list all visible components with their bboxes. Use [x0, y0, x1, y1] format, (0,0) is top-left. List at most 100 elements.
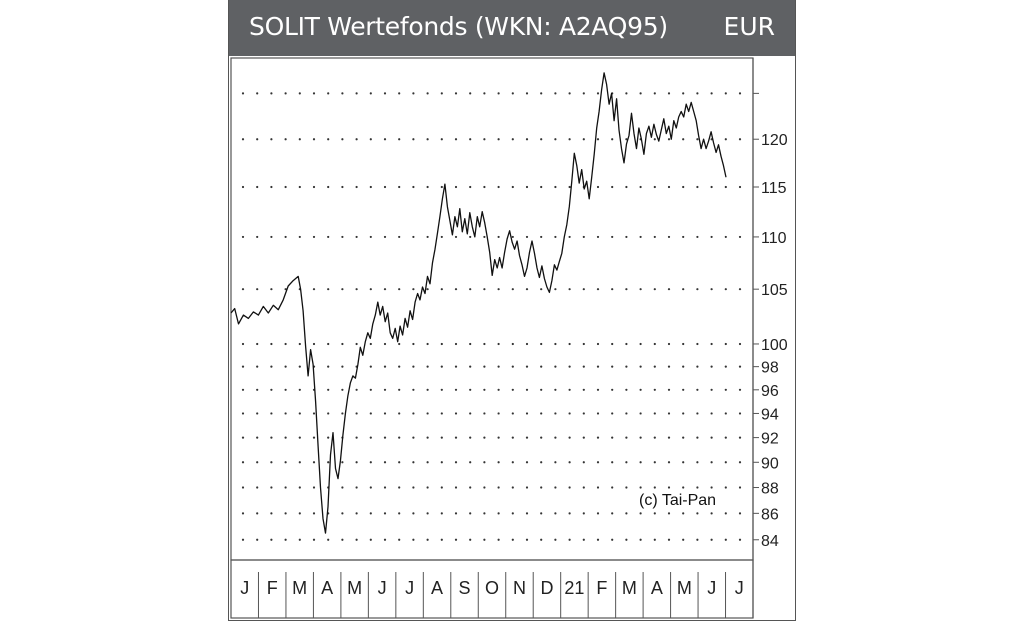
grid-dot [355, 342, 358, 346]
grid-dot [710, 92, 713, 95]
grid-dot [298, 461, 301, 464]
grid-dot [454, 185, 458, 189]
grid-dot [696, 486, 699, 489]
grid-dot [469, 388, 472, 391]
grid-dot [426, 486, 429, 489]
grid-dot [667, 235, 671, 239]
grid-dot [554, 512, 557, 515]
grid-dot [398, 365, 401, 368]
grid-dot [568, 461, 571, 464]
grid-dot [696, 342, 699, 346]
grid-dot [327, 185, 330, 189]
grid-dot [412, 512, 415, 515]
grid-dot [611, 342, 614, 346]
grid-dot [696, 461, 699, 464]
grid-dot [582, 486, 585, 489]
grid-dot [426, 461, 429, 464]
grid-dot [554, 486, 557, 489]
grid-dot [341, 342, 344, 346]
plot-border [230, 57, 754, 561]
grid-dot [596, 365, 600, 368]
grid-dot [710, 288, 713, 291]
grid-dot [398, 512, 401, 515]
grid-dot [454, 235, 458, 239]
grid-dot [596, 486, 600, 489]
y-tick-label: 84 [761, 533, 779, 550]
grid-dot [696, 436, 699, 439]
grid-dot [710, 185, 713, 189]
grid-dot [469, 92, 472, 95]
grid-dot [497, 388, 500, 391]
grid-dot [667, 512, 671, 515]
grid-dot [696, 92, 699, 95]
grid-dot [653, 138, 656, 141]
grid-dot [540, 185, 543, 189]
chart-header: SOLIT Wertefonds (WKN: A2AQ95) EUR [229, 0, 795, 56]
grid-dot [653, 365, 656, 368]
grid-dot [625, 436, 628, 439]
grid-dot [270, 412, 273, 415]
grid-dot [412, 365, 415, 368]
grid-dot [469, 365, 472, 368]
grid-dot [426, 512, 429, 515]
grid-dot [511, 512, 514, 515]
grid-dot [383, 388, 387, 391]
grid-dot [440, 538, 443, 541]
grid-dot [497, 461, 500, 464]
grid-dot [284, 342, 287, 346]
y-tick-label: 98 [761, 360, 779, 377]
grid-dot [369, 436, 372, 439]
grid-dot [398, 235, 401, 239]
grid-dot [355, 92, 358, 95]
grid-dot [469, 138, 472, 141]
grid-dot [327, 235, 330, 239]
grid-dot [639, 185, 642, 189]
grid-dot [454, 412, 458, 415]
grid-dot [270, 365, 273, 368]
grid-dot [738, 92, 742, 95]
grid-dot [298, 486, 301, 489]
grid-dot [241, 486, 245, 489]
grid-dot [241, 461, 245, 464]
grid-dot [383, 461, 387, 464]
y-tick-label: 115 [761, 180, 787, 197]
grid-dot [625, 235, 628, 239]
grid-dot [653, 412, 656, 415]
grid-dot [639, 342, 642, 346]
x-tick-label: J [240, 578, 249, 598]
grid-dot [611, 185, 614, 189]
grid-dot [412, 288, 415, 291]
grid-dot [440, 288, 443, 291]
grid-dot [483, 342, 486, 346]
grid-dot [511, 365, 514, 368]
grid-dot [284, 412, 287, 415]
grid-dot [611, 412, 614, 415]
grid-dot [256, 486, 259, 489]
grid-dot [568, 342, 571, 346]
grid-dot [440, 342, 443, 346]
grid-dot [511, 235, 514, 239]
grid-dot [241, 365, 245, 368]
grid-dot [540, 412, 543, 415]
grid-dot [525, 342, 529, 346]
grid-dot [440, 185, 443, 189]
grid-dot [355, 235, 358, 239]
y-tick-label: 86 [761, 506, 779, 523]
grid-dot [582, 461, 585, 464]
grid-dot [312, 185, 316, 189]
grid-dot [369, 388, 372, 391]
grid-dot [312, 486, 316, 489]
grid-dot [341, 365, 344, 368]
grid-dot [426, 412, 429, 415]
grid-dot [653, 288, 656, 291]
grid-dot [426, 185, 429, 189]
grid-dot [383, 412, 387, 415]
grid-dot [540, 288, 543, 291]
x-axis: J F M A M J J A S O N D 21 F M A M J J [240, 572, 744, 618]
grid-dot [682, 512, 685, 515]
y-tick-label: 90 [761, 455, 779, 472]
grid-dot [327, 412, 330, 415]
x-tick-label: M [677, 578, 692, 598]
grid-dot [497, 538, 500, 541]
grid-dot [667, 365, 671, 368]
